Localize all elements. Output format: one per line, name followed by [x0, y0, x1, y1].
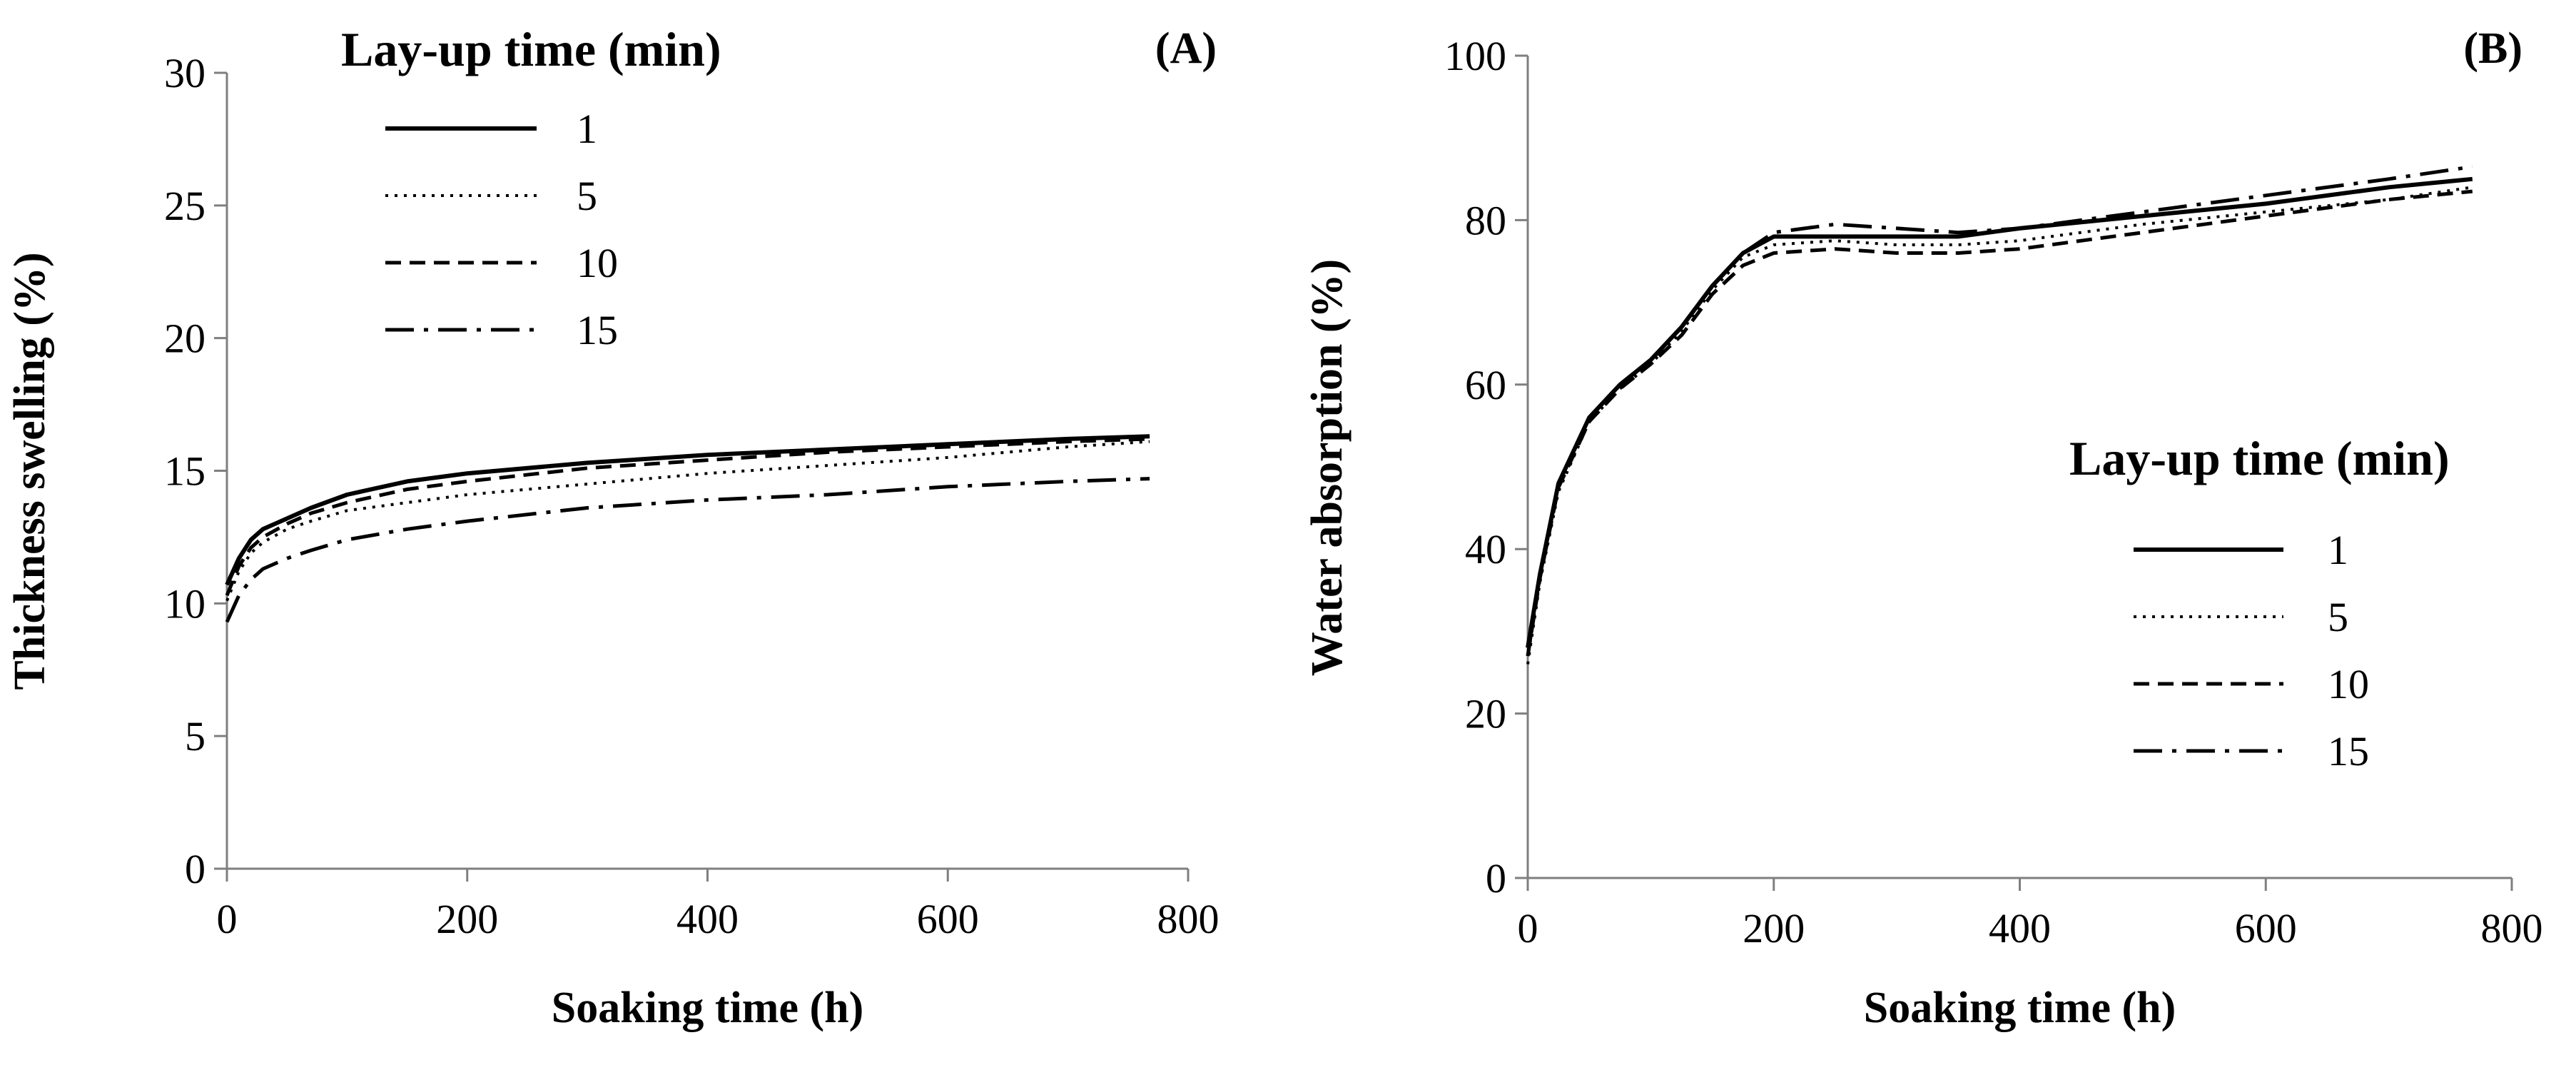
y-tick-label: 10 [164, 580, 206, 627]
x-tick-label: 0 [217, 896, 238, 942]
legend-label-15: 15 [2328, 728, 2369, 774]
x-tick-label: 400 [1989, 905, 2051, 952]
y-tick-label: 80 [1465, 197, 1506, 243]
legend-label-1: 1 [577, 106, 597, 152]
x-tick-label: 400 [676, 896, 739, 942]
x-tick-label: 800 [2481, 905, 2543, 952]
legend-label-15: 15 [577, 307, 618, 353]
y-axis-title: Thickness swelling (%) [6, 252, 54, 690]
series-line-10 [225, 437, 1150, 597]
series-line-5 [225, 440, 1150, 602]
x-tick-label: 200 [436, 896, 498, 942]
y-tick-label: 30 [164, 50, 206, 96]
y-tick-label: 0 [185, 846, 206, 892]
x-tick-label: 600 [2235, 905, 2297, 952]
y-tick-label: 40 [1465, 526, 1506, 572]
y-tick-label: 100 [1444, 33, 1506, 79]
series-line-5 [1526, 186, 2473, 665]
y-tick-label: 25 [164, 183, 206, 229]
x-tick-label: 600 [917, 896, 979, 942]
x-tick-label: 0 [1518, 905, 1538, 952]
legend-title: Lay-up time (min) [2069, 431, 2450, 485]
series-line-1 [225, 434, 1150, 586]
legend-title: Lay-up time (min) [341, 22, 721, 76]
x-axis-title: Soaking time (h) [1864, 984, 2176, 1032]
legend-label-1: 1 [2328, 527, 2348, 573]
panel-b: 0 20 40 60 80 100 0 200 400 600 800 Soaking time (h… [1303, 24, 2543, 1032]
y-tick-label: 5 [185, 713, 206, 759]
legend-label-10: 10 [577, 240, 618, 286]
y-axis-title: Water absorption (%) [1303, 259, 1352, 676]
x-tick-label: 800 [1157, 896, 1219, 942]
y-tick-label: 20 [1465, 691, 1506, 737]
series-line-15 [225, 477, 1150, 623]
x-axis-title: Soaking time (h) [552, 984, 863, 1032]
panel-label: (A) [1155, 24, 1217, 73]
y-tick-label: 0 [1486, 855, 1506, 902]
y-tick-label: 60 [1465, 362, 1506, 408]
legend-label-5: 5 [2328, 594, 2348, 640]
series-line-15 [1526, 165, 2473, 657]
series-line-1 [1526, 176, 2473, 648]
y-tick-label: 15 [164, 448, 206, 495]
series-line-10 [1526, 189, 2473, 657]
y-tick-label: 20 [164, 316, 206, 362]
legend-label-5: 5 [577, 173, 597, 219]
panel-label: (B) [2463, 24, 2522, 73]
x-tick-label: 200 [1743, 905, 1805, 952]
legend-label-10: 10 [2328, 661, 2369, 707]
